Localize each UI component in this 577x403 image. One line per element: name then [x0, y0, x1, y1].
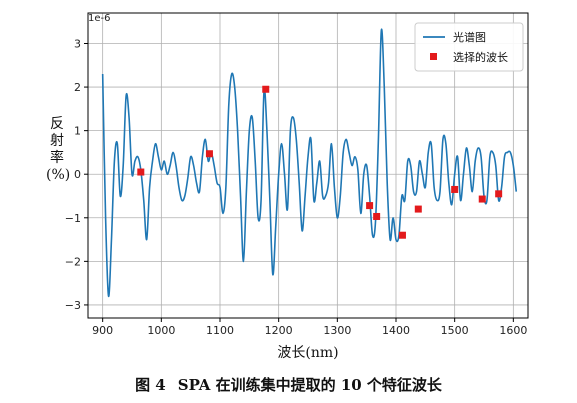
grid-lines: [88, 13, 528, 318]
y-axis-label-char: 率: [50, 150, 64, 166]
selected-wavelength-marker: [495, 190, 503, 198]
y-tick-label: 3: [74, 38, 81, 51]
legend-label-selected: 选择的波长: [453, 50, 508, 64]
x-tick-label: 1600: [499, 324, 527, 337]
y-tick-label: 2: [74, 81, 81, 94]
legend-box: [414, 22, 524, 72]
selected-wavelength-marker: [414, 205, 422, 213]
y-offset-label: 1e-6: [88, 13, 111, 24]
x-tick-label: 900: [92, 324, 113, 337]
x-tick-label: 1200: [265, 324, 293, 337]
plot-frame: [87, 12, 529, 319]
x-axis-label: 波长(nm): [277, 345, 339, 361]
y-tick-label: −3: [65, 299, 81, 312]
selected-wavelength-marker: [398, 231, 406, 239]
y-tick-label: 1: [74, 125, 81, 138]
chart-svg: 900 1000 1100 1200 1300 1400 1500 1600 −3 −2 −1 0 1 2…: [65, 12, 529, 337]
figure-caption-text: SPA 在训练集中提取的 10 个特征波长: [177, 376, 442, 394]
selected-wavelength-marker: [373, 212, 381, 220]
x-tick-label: 1500: [441, 324, 469, 337]
y-axis-label-unit: (%): [46, 167, 71, 183]
figure-number: 图 4: [135, 376, 166, 394]
selected-wavelength-marker: [262, 85, 270, 93]
y-tick-label: −1: [65, 212, 81, 225]
spectrum-line: [101, 28, 518, 298]
x-tick-label: 1100: [206, 324, 234, 337]
y-axis-label: 反 射 率 (%): [46, 116, 71, 184]
selected-wavelength-marker: [137, 168, 145, 176]
figure-caption: 图 4 SPA 在训练集中提取的 10 个特征波长: [0, 374, 577, 395]
selected-wavelength-marker: [205, 150, 213, 158]
legend-marker-swatch: [430, 53, 437, 60]
selected-wavelength-marker: [451, 185, 459, 193]
y-tick-label: −2: [65, 255, 81, 268]
legend-label-spectrum: 光谱图: [453, 30, 486, 44]
y-axis-label-char: 射: [50, 133, 64, 149]
x-tick-label: 1300: [323, 324, 351, 337]
x-tick-label: 1400: [382, 324, 410, 337]
plot-area: [101, 28, 518, 298]
selected-wavelength-marker: [366, 202, 374, 210]
selected-wavelength-marker: [478, 195, 486, 203]
y-tick-label: 0: [74, 168, 81, 181]
y-axis-label-char: 反: [50, 116, 64, 132]
x-tick-label: 1000: [147, 324, 175, 337]
axis-ticks: 900 1000 1100 1200 1300 1400 1500 1600 −3 −2 −1 0 1 2…: [65, 12, 529, 337]
